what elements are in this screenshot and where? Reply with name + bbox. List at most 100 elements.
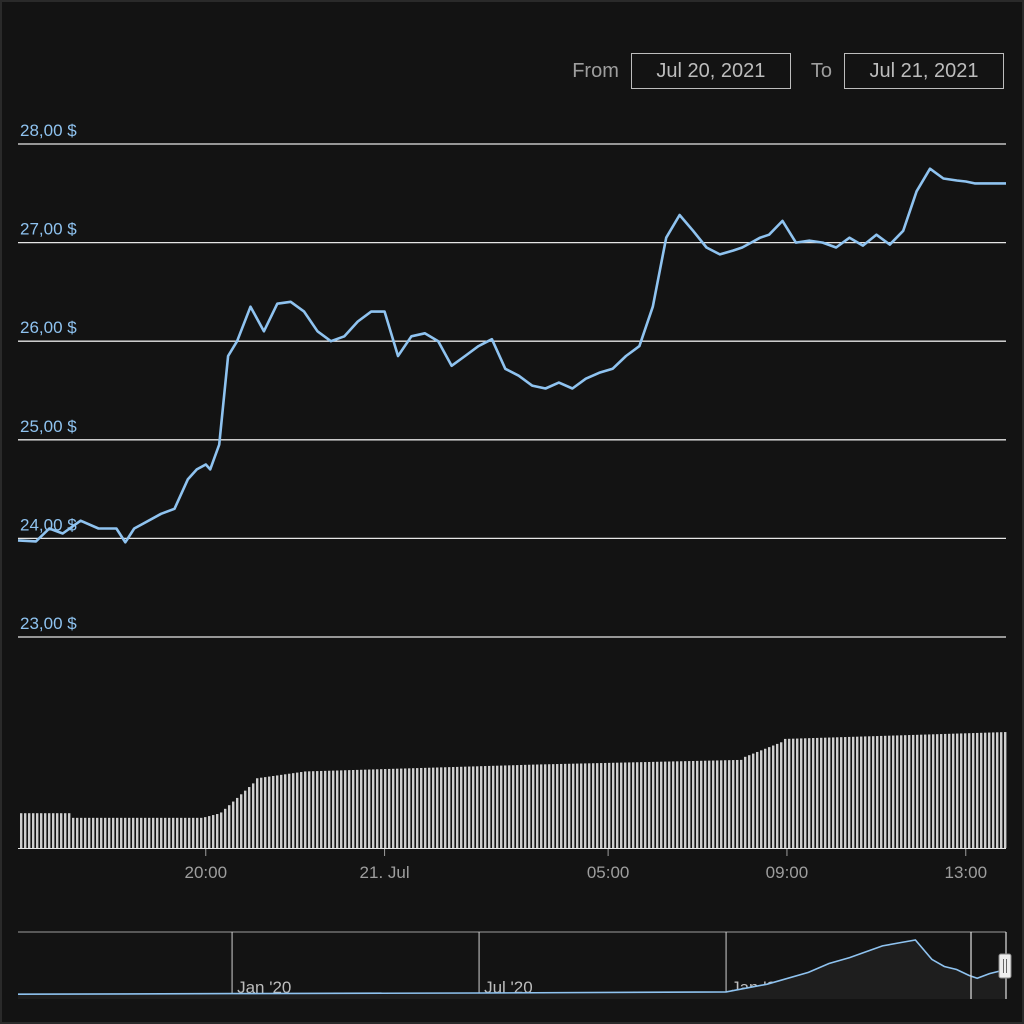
volume-bar <box>396 768 399 848</box>
y-tick-label: 23,00 $ <box>20 614 77 633</box>
range-selector: From Jul 20, 2021 To Jul 21, 2021 <box>572 53 1004 89</box>
volume-bar <box>408 768 411 848</box>
volume-bar <box>924 734 927 848</box>
volume-bar <box>892 735 895 848</box>
volume-bar <box>80 817 83 848</box>
volume-bar <box>300 772 303 848</box>
volume-bar <box>980 732 983 848</box>
navigator-handle[interactable] <box>998 953 1012 979</box>
x-tick-label: 13:00 <box>944 863 987 882</box>
volume-bar <box>160 817 163 848</box>
volume-bar <box>636 762 639 848</box>
volume-bar <box>252 783 255 848</box>
x-tick-label: 09:00 <box>766 863 809 882</box>
y-tick-label: 27,00 $ <box>20 220 77 239</box>
volume-bar <box>172 817 175 848</box>
volume-bar <box>224 808 227 848</box>
volume-bar <box>420 767 423 848</box>
volume-bar <box>612 762 615 848</box>
volume-bar <box>296 772 299 848</box>
volume-bar <box>712 760 715 848</box>
volume-bar <box>140 817 143 848</box>
volume-bar <box>168 817 171 848</box>
volume-bar <box>284 774 287 848</box>
volume-bar <box>236 797 239 848</box>
volume-bar <box>24 813 27 848</box>
from-label: From <box>572 59 619 82</box>
volume-bar <box>456 766 459 848</box>
volume-bar <box>120 817 123 848</box>
volume-bar <box>640 762 643 848</box>
volume-bar <box>932 734 935 848</box>
volume-bar <box>732 760 735 848</box>
volume-bar <box>592 763 595 848</box>
volume-bar <box>700 760 703 848</box>
volume-bar <box>20 813 23 848</box>
volume-bar <box>668 761 671 848</box>
volume-bar <box>900 735 903 848</box>
volume-bar <box>708 760 711 848</box>
volume-bar <box>248 787 251 848</box>
volume-bar <box>356 769 359 848</box>
volume-bar <box>596 763 599 848</box>
volume-bar <box>624 762 627 848</box>
volume-bar <box>628 762 631 848</box>
volume-bar <box>828 737 831 848</box>
volume-bar <box>440 767 443 848</box>
y-tick-label: 24,00 $ <box>20 515 77 534</box>
volume-bar <box>944 733 947 848</box>
volume-bar <box>208 816 211 848</box>
volume-bar <box>68 813 71 848</box>
volume-bar <box>196 817 199 848</box>
y-tick-label: 25,00 $ <box>20 417 77 436</box>
volume-bar <box>60 813 63 848</box>
volume-bar <box>288 773 291 848</box>
volume-bar <box>488 765 491 848</box>
volume-bar <box>312 771 315 848</box>
volume-bar <box>616 762 619 848</box>
volume-bar <box>128 817 131 848</box>
from-date-input[interactable]: Jul 20, 2021 <box>630 53 791 89</box>
volume-bar <box>292 773 295 848</box>
volume-bar <box>352 770 355 848</box>
volume-bar <box>280 774 283 848</box>
volume-bar <box>136 817 139 848</box>
volume-bar <box>36 813 39 848</box>
volume-bar <box>832 737 835 848</box>
volume-bar <box>304 771 307 848</box>
volume-bar <box>876 736 879 848</box>
volume-bar <box>940 734 943 848</box>
volume-bar <box>824 737 827 848</box>
volume-bar <box>676 761 679 848</box>
volume-bar <box>436 767 439 848</box>
volume-bar <box>836 737 839 848</box>
y-tick-label: 28,00 $ <box>20 121 77 140</box>
volume-bar <box>56 813 59 848</box>
volume-bar <box>848 736 851 848</box>
volume-bar <box>880 735 883 848</box>
volume-bar <box>864 736 867 848</box>
volume-bar <box>656 761 659 848</box>
volume-bar <box>472 766 475 848</box>
volume-bar <box>572 763 575 848</box>
volume-bar <box>896 735 899 848</box>
x-tick-label: 20:00 <box>184 863 227 882</box>
volume-bar <box>600 763 603 848</box>
grid-lines <box>18 143 1006 638</box>
volume-bar <box>416 768 419 848</box>
volume-bar <box>32 813 35 848</box>
volume-bar <box>852 736 855 848</box>
volume-bar <box>696 760 699 848</box>
volume-bar <box>88 817 91 848</box>
to-date-input[interactable]: Jul 21, 2021 <box>844 53 1004 89</box>
navigator-line <box>17 939 1007 995</box>
volume-bar <box>204 817 207 848</box>
volume-bar <box>688 761 691 848</box>
volume-bar <box>264 777 267 848</box>
volume-bar <box>844 737 847 848</box>
volume-bar <box>424 767 427 848</box>
volume-bar <box>460 766 463 848</box>
